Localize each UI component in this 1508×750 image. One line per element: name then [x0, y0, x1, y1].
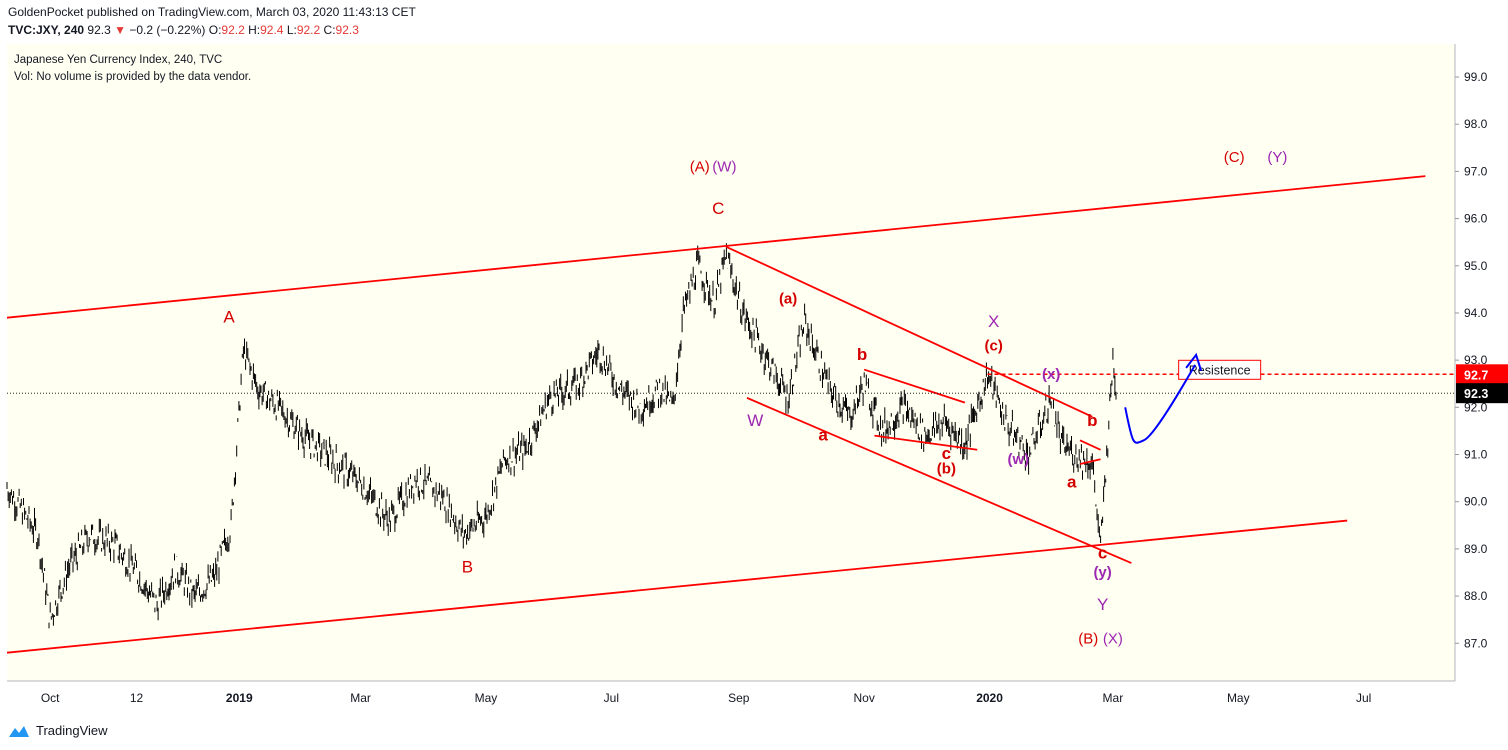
price-tag-label: 92.7 [1464, 368, 1488, 382]
wave-label: A [223, 307, 235, 326]
x-tick-label: Jul [1356, 691, 1371, 705]
x-tick-label: Oct [41, 691, 60, 705]
wave-label: c [942, 444, 951, 463]
x-tick-label: Jul [604, 691, 619, 705]
symbol-line: TVC:JXY, 240 92.3 ▼ −0.2 (−0.22%) O:92.2… [8, 23, 359, 37]
x-tick-label: 2020 [976, 691, 1003, 705]
trend-line-small-wedge-upper [1079, 439, 1101, 451]
low-value: 92.2 [296, 23, 321, 37]
chart-svg[interactable]: 87.0 88.0 89.0 90.0 91.0 92.0 93.0 94.0 95.0 96.0… [0, 44, 1508, 714]
y-tick-label: 88.0 [1464, 589, 1488, 603]
close-label: C: [323, 23, 336, 37]
price-tag-box [1456, 383, 1508, 404]
projection-arrow-icon [1185, 352, 1203, 372]
wave-label: C [712, 199, 724, 218]
y-tick-label: 89.0 [1464, 542, 1488, 556]
open-label: O: [208, 23, 222, 37]
x-tick-label: 12 [130, 691, 144, 705]
y-tick-label: 99.0 [1464, 70, 1488, 84]
brand-label: TradingView [36, 723, 108, 738]
y-tick-label: 87.0 [1464, 636, 1488, 650]
wave-label: (W) [712, 158, 736, 175]
wave-label: (y) [1093, 564, 1111, 581]
wave-label: (a) [779, 291, 797, 308]
y-tick-label: 95.0 [1464, 259, 1488, 273]
chart-area[interactable]: 87.0 88.0 89.0 90.0 91.0 92.0 93.0 94.0 95.0 96.0… [0, 44, 1508, 714]
high-label: H: [248, 23, 261, 37]
legend-volume-note: Vol: No volume is provided by the data v… [14, 71, 252, 83]
wave-label: a [1067, 473, 1077, 492]
wave-label: (Y) [1267, 149, 1287, 166]
down-arrow-icon: ▼ [114, 23, 126, 37]
last-price: 92.3 [87, 23, 111, 37]
price-series [6, 243, 1117, 629]
chart-header: GoldenPocket published on TradingView.co… [0, 0, 1508, 44]
price-tag-box [1456, 364, 1508, 385]
trend-line-b-wedge-upper [863, 368, 966, 404]
tradingview-brand[interactable]: TradingView [8, 723, 108, 738]
wave-label: (c) [984, 338, 1002, 355]
y-tick-label: 92.0 [1464, 400, 1488, 414]
trend-line-lower-channel [6, 519, 1348, 654]
wave-label: (X) [1103, 630, 1123, 647]
wave-label: (x) [1042, 366, 1060, 383]
x-tick-label: 2019 [226, 691, 253, 705]
wave-label: (A) [690, 158, 710, 175]
open-value: 92.2 [221, 23, 245, 37]
price-tag-label: 92.3 [1464, 387, 1488, 401]
wave-label: b [857, 345, 867, 364]
wave-label: Y [1097, 595, 1108, 614]
close-value: 92.3 [335, 23, 359, 37]
y-tick-label: 94.0 [1464, 306, 1488, 320]
y-tick-label: 97.0 [1464, 164, 1488, 178]
publisher-line: GoldenPocket published on TradingView.co… [8, 5, 416, 19]
price-axis-panel [1455, 44, 1508, 681]
wave-label: (b) [937, 460, 956, 477]
tradingview-logo-icon [9, 725, 29, 737]
legend-title: Japanese Yen Currency Index, 240, TVC [14, 54, 223, 66]
y-tick-label: 90.0 [1464, 495, 1488, 509]
footer: TradingView [0, 714, 1508, 750]
trend-line-b-wedge-lower [874, 434, 978, 451]
price-change: −0.2 (−0.22%) [129, 23, 206, 37]
y-tick-label: 93.0 [1464, 353, 1488, 367]
wave-label: W [747, 411, 763, 430]
high-value: 92.4 [260, 23, 284, 37]
trend-line-upper-channel [6, 175, 1426, 319]
y-tick-label: 91.0 [1464, 448, 1488, 462]
y-tick-label: 98.0 [1464, 117, 1488, 131]
x-tick-label: Nov [853, 691, 874, 705]
trend-line-small-wedge-lower [1079, 458, 1101, 465]
x-tick-label: May [475, 691, 498, 705]
wave-label: c [1098, 543, 1107, 562]
wave-label: (C) [1224, 149, 1245, 166]
wave-label: X [988, 312, 999, 331]
wave-label: (B) [1078, 630, 1098, 647]
wave-label: b [1087, 411, 1097, 430]
x-tick-label: Mar [1103, 691, 1124, 705]
x-tick-label: Mar [350, 691, 371, 705]
wave-label: B [462, 557, 473, 576]
symbol-name[interactable]: TVC:JXY, 240 [8, 23, 85, 37]
wave-label: a [818, 425, 828, 444]
y-tick-label: 96.0 [1464, 212, 1488, 226]
x-tick-label: May [1227, 691, 1250, 705]
low-label: L: [286, 23, 297, 37]
resistance-label: Resistence [1189, 363, 1251, 377]
x-tick-label: Sep [728, 691, 750, 705]
projection-curve [1124, 364, 1196, 444]
wave-label: (w) [1007, 451, 1029, 468]
trend-line-downtrend-lower [746, 397, 1132, 564]
trend-line-downtrend-upper [726, 246, 1093, 418]
